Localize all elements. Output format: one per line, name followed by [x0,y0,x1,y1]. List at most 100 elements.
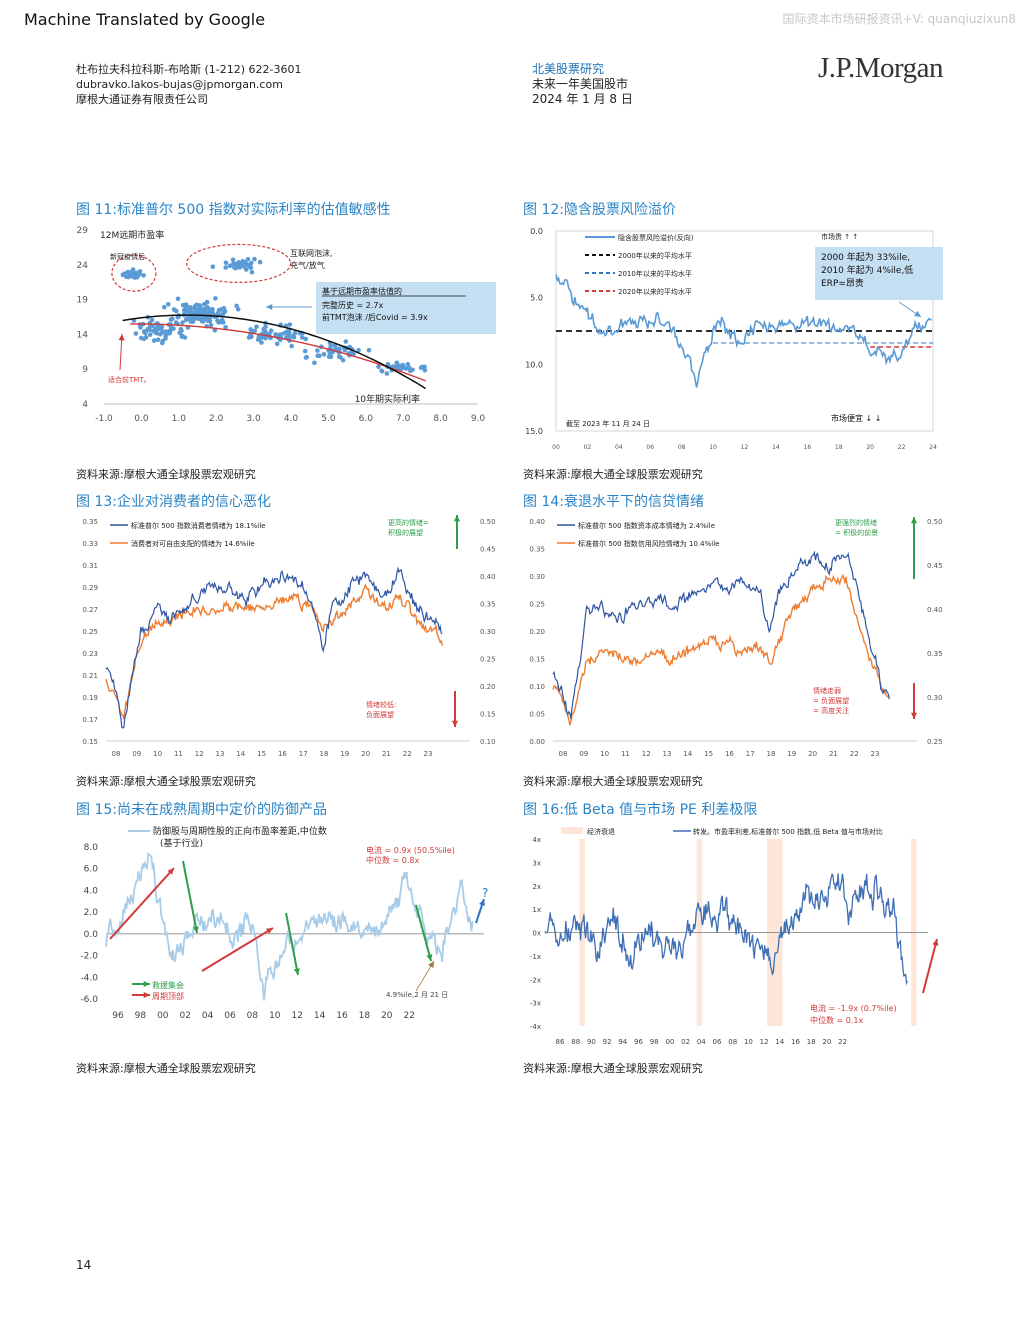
machine-translation-banner: Machine Translated by Google [24,10,266,29]
x-tick-label: 14 [683,750,692,758]
median-annotation: 中位数 = 0.8x [366,855,420,865]
x-tick-label: 15 [704,750,713,758]
scatter-point [185,316,191,321]
x-tick-label: 20 [361,750,370,758]
y-tick-label: 2x [532,883,541,891]
rally-arrow [201,927,274,972]
question-mark: ? [482,886,488,900]
positive-annotation: = 积极的前景 [835,528,878,537]
x-tick-label: 86 [556,1038,565,1046]
x-tick-label: 06 [713,1038,722,1046]
left-y-tick: 0.29 [82,584,98,592]
x-tick-label: 22 [850,750,859,758]
scatter-point [245,256,251,262]
left-y-tick: 0.25 [82,628,98,636]
x-tick-label: 6.0 [359,414,374,424]
legend-label: 2020年以来的平均水平 [618,287,692,296]
y-tick-label: 6.0 [84,865,99,875]
scatter-point [252,256,257,262]
box-pointer-arrow-head [266,303,273,311]
scatter-point [249,260,254,266]
legend-swatch [561,827,583,834]
right-y-tick: 0.40 [480,573,496,581]
x-tick-label: 16 [278,750,287,758]
as-of-pointer-head [428,961,434,968]
scatter-point [227,263,233,269]
question-arrow-head [479,899,485,906]
scatter-point [302,348,308,354]
scatter-point [207,318,213,324]
x-tick-label: 16 [791,1038,800,1046]
y-tick-label: 1x [532,906,541,914]
scatter-point [187,305,193,310]
cycle-top-arrow-head [293,968,300,975]
cycle-label: 周期顶部 [152,991,184,1001]
scatter-point [292,330,298,336]
x-tick-label: 96 [112,1011,124,1021]
y-tick-label: 0.0 [84,930,99,940]
scatter-point [223,260,229,266]
scatter-point [235,307,241,312]
y-tick-label: 0.0 [530,227,543,236]
scatter-point [171,326,176,331]
scatter-point [197,303,202,308]
scatter-point [254,324,259,330]
left-y-tick: 0.20 [529,628,545,636]
x-tick-label: 06 [224,1011,236,1021]
scatter-point [145,326,150,332]
legend-label: 经济衰退 [587,827,615,836]
rally-arrow-head [167,868,174,875]
scatter-point [268,328,274,333]
x-tick-label: 19 [340,750,349,758]
right-y-tick: 0.20 [480,683,496,691]
scatter-point [149,317,155,323]
pe-spread-series-line [544,872,908,986]
x-tick-label: 17 [299,750,308,758]
x-tick-label: -1.0 [95,414,113,424]
left-y-tick: 0.35 [529,546,545,554]
x-tick-label: 96 [634,1038,643,1046]
left-y-tick: 0.05 [529,711,545,719]
x-tick-label: 20 [808,750,817,758]
scatter-point [289,343,294,349]
scatter-point [233,265,239,271]
author-email[interactable]: dubravko.lakos-bujas@jpmorgan.com [76,78,283,91]
x-tick-label: 21 [382,750,391,758]
figure-16-chart: 4x 3x 2x 1x 0x -1x -2x -3x -4x 86 88 90 92 94 96 98 00 02… [530,827,939,1046]
figure-14-source: 资料来源:摩根大通全球股票宏观研究 [523,775,703,788]
right-y-tick: 0.35 [927,650,943,658]
author-company: 摩根大通证券有限责任公司 [76,93,208,106]
scatter-point [205,305,210,311]
scatter-point [241,263,247,269]
scatter-point [171,307,177,312]
x-tick-label: 10 [744,1038,753,1046]
figure-11-title: 图 11:标准普尔 500 指数对实际利率的估值敏感性 [76,202,391,218]
left-y-tick: 0.23 [82,650,98,658]
scatter-point [303,336,309,342]
covid-cluster-ring [111,254,157,292]
right-y-tick: 0.50 [480,518,496,526]
scatter-point [248,327,253,332]
figure-13-source: 资料来源:摩根大通全球股票宏观研究 [76,775,256,788]
negative-annotation: 情绪较低: [366,700,396,709]
right-y-tick: 0.25 [480,656,496,664]
scatter-point [219,317,225,323]
scatter-point [282,331,287,336]
scatter-point [168,317,174,322]
scatter-point [366,347,372,353]
y-tick-label: 2.0 [84,908,99,918]
scatter-point [179,328,184,333]
fit-line-full-history [122,314,426,390]
y-tick-label: 3x [532,859,541,867]
figure-12-chart: 0.0 5.0 10.0 15.0 00 02 04 06 08 10 12 14 16 18 20 22 24… [525,227,943,451]
x-tick-label: 98 [135,1011,147,1021]
figure-12-source: 资料来源:摩根大通全球股票宏观研究 [523,468,703,481]
scatter-point [223,325,228,330]
scatter-point [183,302,188,308]
scatter-point [210,264,216,269]
y-tick-label: 0x [532,930,541,938]
current-annotation: 电流 = 0.9x (50.5%ile) [366,845,455,855]
scatter-point [384,371,390,376]
y-tick-label: 19 [77,296,89,306]
expensive-annotation: 市场贵 ↑ ↑ [821,232,858,241]
